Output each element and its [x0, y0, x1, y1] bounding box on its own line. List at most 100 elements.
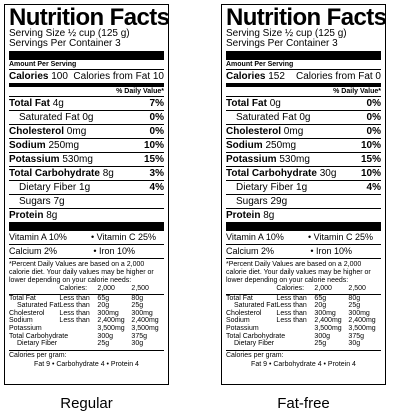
nutrient-name: Saturated Fat	[19, 112, 80, 123]
nutrient-amount: 7g	[53, 196, 65, 207]
table-cell	[276, 325, 314, 333]
table-cell: Dietary Fiber	[234, 340, 275, 348]
table-header-cell: Calories:	[59, 285, 98, 295]
vitamin-left: Vitamin A 10%	[226, 232, 284, 242]
nutrient-name: Total Fat	[9, 98, 50, 109]
nutrient-name: Dietary Fiber	[236, 182, 294, 193]
daily-value-header-row: % Daily Value*	[9, 87, 164, 96]
daily-values-table: Calories: 2,000 2,500 Total Fat Less tha…	[9, 285, 164, 348]
vitamin-right: • Iron 10%	[93, 246, 135, 256]
nutrient-amount: 0mg	[66, 126, 87, 137]
table-cell: Less than	[59, 302, 90, 310]
servings-per-container: Servings Per Container 3	[226, 38, 338, 49]
nutrient-name: Cholesterol	[9, 126, 65, 137]
table-cell: 65g	[314, 294, 327, 302]
nutrient-name: Dietary Fiber	[19, 182, 77, 193]
thick-divider	[9, 222, 164, 231]
table-cell: 3,500mg	[314, 324, 342, 332]
calories-from-fat: Calories from Fat 0	[295, 71, 381, 82]
nutrient-amount: 250mg	[265, 140, 297, 151]
amount-per-serving-row: Amount Per Serving	[9, 60, 164, 69]
table-header-cell: 2,000	[97, 285, 132, 295]
nutrient-amount: 1g	[296, 182, 308, 193]
caption-fat-free: Fat-free	[277, 395, 330, 412]
nutrient-row: Sodium 250mg 10%	[9, 138, 164, 152]
table-cell: 3,500mg	[131, 324, 159, 332]
nutrient-row: Cholesterol 0mg 0%	[226, 124, 381, 138]
table-cell: Less than	[276, 302, 307, 310]
calories-value: 152	[268, 71, 285, 82]
nutrient-amount: 29g	[270, 196, 288, 207]
table-row: Potassium 3,500mg 3,500mg	[9, 325, 164, 333]
table-cell: 2,400mg	[314, 317, 342, 325]
nutrition-label-regular: Nutrition Facts Serving Size ½ cup (125 …	[4, 4, 170, 385]
table-header-cell: Calories:	[276, 285, 315, 295]
thick-divider	[226, 222, 381, 231]
nutrient-amount: 0g	[269, 98, 281, 109]
nutrient-daily-value: 10%	[143, 140, 164, 151]
calories-from-fat: Calories from Fat 10	[73, 71, 164, 82]
table-header-cell: 2,000	[314, 285, 349, 295]
table-row: Potassium 3,500mg 3,500mg	[226, 325, 381, 333]
table-cell: Total Fat	[226, 294, 253, 302]
nutrient-row: Saturated Fat 0g 0%	[226, 110, 381, 124]
table-cell: Cholesterol	[9, 309, 45, 317]
vitamin-left: Vitamin A 10%	[9, 232, 67, 242]
nutrient-amount: 250mg	[48, 140, 80, 151]
servings-per-container: Servings Per Container 3	[9, 38, 121, 49]
nutrient-daily-value: 7%	[149, 98, 164, 109]
vitamin-left: Calcium 2%	[226, 246, 275, 256]
nutrient-row: Total Fat 0g 0%	[226, 96, 381, 110]
table-cell: 20g	[314, 302, 327, 310]
nutrient-name: Sugars	[19, 196, 51, 207]
serving-size: Serving Size ½ cup (125 g)	[9, 28, 130, 39]
amount-per-serving-label: Amount Per Serving	[226, 61, 294, 68]
nutrient-name: Protein	[9, 210, 44, 221]
daily-values-table: Calories: 2,000 2,500 Total Fat Less tha…	[226, 285, 381, 348]
table-cell: 65g	[97, 294, 110, 302]
table-cell: Saturated Fat	[17, 302, 60, 310]
amount-per-serving-label: Amount Per Serving	[9, 61, 77, 68]
table-cell: 300mg	[131, 309, 153, 317]
table-cell: 2,400mg	[97, 317, 125, 325]
table-row: Total Fat Less than 65g 80g	[9, 294, 164, 302]
nutrient-row: Total Fat 4g 7%	[9, 96, 164, 110]
table-cell: Less than	[276, 294, 307, 302]
table-cell: Total Carbohydrate	[9, 332, 69, 340]
table-cell: 2,400mg	[131, 317, 159, 325]
medium-divider	[226, 83, 381, 87]
nutrient-amount: 30g	[319, 168, 337, 179]
vitamin-row: Calcium 2% • Iron 10%	[9, 244, 164, 258]
table-row: Total Carbohydrate 300g 375g	[226, 333, 381, 341]
table-cell: 80g	[131, 294, 144, 302]
nutrient-daily-value: 3%	[149, 168, 164, 179]
nutrient-daily-value: 0%	[149, 126, 164, 137]
nutrient-daily-value: 4%	[149, 182, 164, 193]
nutrient-name: Potassium	[9, 154, 60, 165]
nutrient-amount: 8g	[263, 210, 275, 221]
table-cell: Total Fat	[9, 294, 36, 302]
table-cell: Potassium	[226, 324, 259, 332]
table-row: Dietary Fiber 25g 30g	[226, 340, 381, 348]
nutrient-row: Sodium 250mg 10%	[226, 138, 381, 152]
nutrient-name: Saturated Fat	[236, 112, 297, 123]
vitamin-left: Calcium 2%	[9, 246, 58, 256]
nutrient-row: Potassium 530mg 15%	[9, 152, 164, 166]
nutrient-name: Cholesterol	[226, 126, 282, 137]
nutrient-row: Protein 8g	[9, 208, 164, 222]
table-cell: Less than	[276, 317, 307, 325]
vitamin-row: Calcium 2% • Iron 10%	[226, 244, 381, 258]
table-cell: Less than	[59, 317, 90, 325]
table-header-cell: 2,500	[348, 285, 381, 295]
footnote: *Percent Daily Values are based on a 2,0…	[9, 261, 154, 284]
nutrient-daily-value: 0%	[366, 112, 381, 123]
table-cell: Potassium	[9, 324, 42, 332]
table-row: Total Carbohydrate 300g 375g	[9, 333, 164, 341]
table-cell: 20g	[97, 302, 110, 310]
table-cell: 375g	[348, 332, 364, 340]
nutrient-daily-value: 4%	[366, 182, 381, 193]
table-cell: 300g	[314, 332, 330, 340]
daily-value-header: % Daily Value*	[333, 88, 381, 95]
divider	[9, 258, 164, 259]
table-row: Sodium Less than 2,400mg 2,400mg	[9, 317, 164, 325]
